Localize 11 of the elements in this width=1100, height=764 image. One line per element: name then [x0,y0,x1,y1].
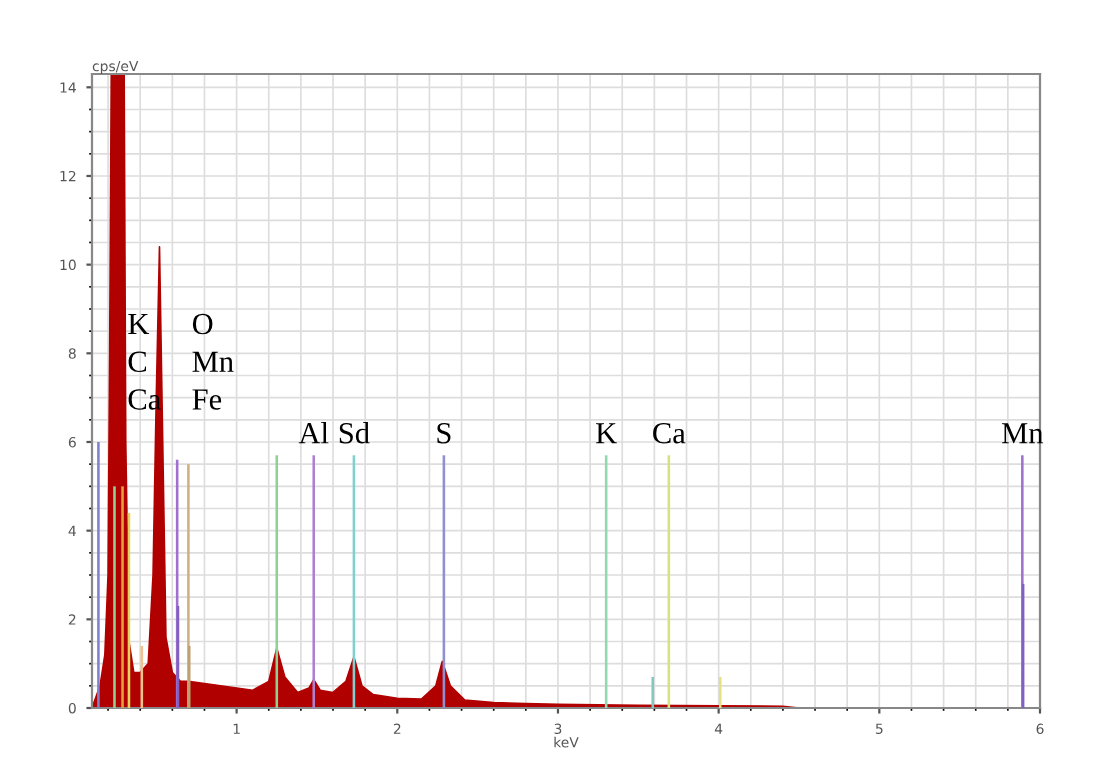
annotation: C [128,351,147,373]
annotation: Sd [339,422,370,444]
annotation: Mn [1001,423,1044,444]
annotation: K [596,423,617,444]
annotation: Al [298,422,329,444]
annotation: Fe [192,389,222,410]
annotation: S [437,422,451,444]
annotation: O [192,313,213,335]
annotation: Mn [192,351,234,372]
annotation: K [128,314,150,335]
annotation: Ca [653,422,686,444]
